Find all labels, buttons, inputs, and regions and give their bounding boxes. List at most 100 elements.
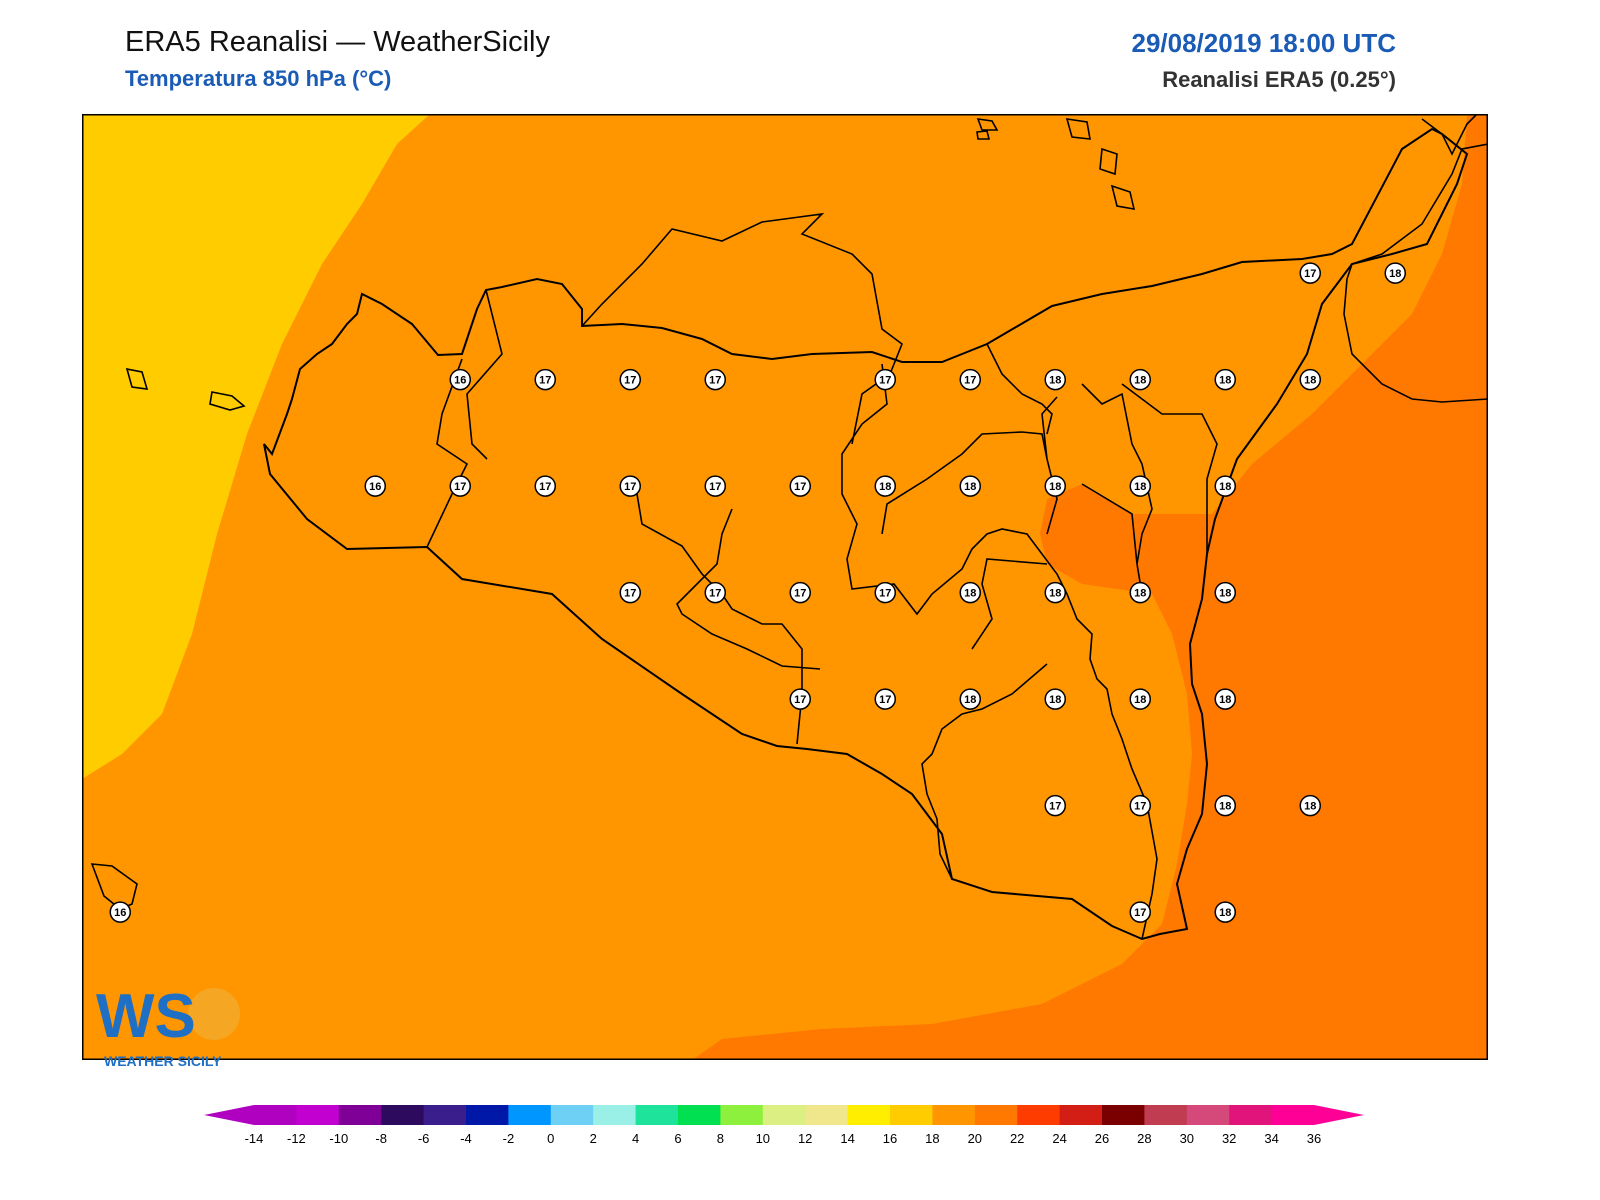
- svg-text:18: 18: [1304, 375, 1316, 387]
- svg-text:18: 18: [964, 694, 976, 706]
- svg-text:18: 18: [964, 588, 976, 600]
- colorbar-segment-0: [254, 1105, 297, 1125]
- temperature-value-14: 17: [534, 475, 556, 497]
- colorbar-tick-1: -12: [287, 1131, 306, 1145]
- svg-text:18: 18: [1389, 268, 1401, 280]
- colorbar-tick-10: 6: [674, 1131, 681, 1145]
- temperature-value-39: 18: [1214, 794, 1236, 817]
- temperature-value-16: 17: [704, 475, 726, 497]
- logo-text: WEATHER SICILY: [104, 1053, 222, 1069]
- colorbar-tick-14: 14: [840, 1131, 854, 1145]
- temperature-value-43: 16: [109, 901, 131, 923]
- colorbar-segment-21: [1144, 1105, 1188, 1125]
- temperature-value-3: 17: [704, 368, 726, 391]
- island-aeolian-5: [1110, 184, 1136, 210]
- island-aeolian-1: [976, 130, 991, 140]
- colorbar-segment-12: [762, 1105, 806, 1125]
- temperature-value-26: 17: [874, 581, 896, 604]
- colorbar-segment-5: [466, 1105, 509, 1125]
- colorbar-tick-0: -14: [245, 1131, 264, 1145]
- svg-text:17: 17: [624, 375, 636, 387]
- resolution-label: Reanalisi ERA5 (0.25°): [1162, 67, 1396, 92]
- temperature-value-35: 18: [1129, 688, 1151, 710]
- colorbar-tick-3: -8: [375, 1131, 387, 1145]
- temperature-value-38: 17: [1129, 794, 1151, 817]
- svg-text:17: 17: [794, 481, 806, 493]
- island-aeolian-4: [1099, 147, 1118, 176]
- temperature-value-19: 18: [959, 475, 981, 497]
- temperature-value-15: 17: [619, 475, 641, 497]
- warm-region-east: [692, 114, 1488, 1060]
- temperature-value-25: 17: [789, 581, 811, 604]
- svg-text:17: 17: [539, 481, 551, 493]
- svg-text:18: 18: [1219, 694, 1231, 706]
- svg-text:18: 18: [1219, 588, 1231, 600]
- colorbar-segment-1: [296, 1105, 340, 1125]
- temperature-value-40: 18: [1299, 794, 1321, 817]
- colorbar-segment-8: [593, 1105, 637, 1125]
- island-egadi-1: [125, 367, 149, 390]
- colorbar-segment-3: [381, 1105, 425, 1125]
- temperature-value-13: 17: [449, 475, 471, 497]
- temperature-value-4: 17: [874, 368, 896, 391]
- svg-text:17: 17: [709, 481, 721, 493]
- temperature-colorbar: -14 -12 -10 -8 -6 -4 -2 0 2 4 6 8 10 12 14 16 18 20 22 24 26…: [204, 1105, 1364, 1145]
- colorbar-segment-4: [423, 1105, 467, 1125]
- svg-text:17: 17: [624, 481, 636, 493]
- temperature-value-11: 18: [1384, 262, 1406, 284]
- colorbar-tick-24: 34: [1264, 1131, 1278, 1145]
- svg-text:16: 16: [454, 375, 466, 387]
- colorbar-segment-9: [635, 1105, 679, 1125]
- svg-text:17: 17: [1304, 268, 1316, 280]
- colorbar-tick-13: 12: [798, 1131, 812, 1145]
- svg-text:18: 18: [1134, 588, 1146, 600]
- temperature-value-29: 18: [1129, 581, 1151, 604]
- colorbar-tick-19: 24: [1052, 1131, 1066, 1145]
- map-frame: [82, 114, 1488, 1060]
- svg-text:17: 17: [879, 588, 891, 600]
- temperature-value-31: 17: [789, 688, 811, 710]
- colorbar-tick-22: 30: [1180, 1131, 1194, 1145]
- colorbar-tick-16: 18: [925, 1131, 939, 1145]
- map-title: ERA5 Reanalisi — WeatherSicily: [125, 26, 550, 58]
- svg-text:17: 17: [964, 375, 976, 387]
- colorbar-segment-15: [890, 1105, 933, 1125]
- colorbar-tick-6: -2: [503, 1131, 515, 1145]
- temperature-value-36: 18: [1214, 688, 1236, 710]
- svg-text:18: 18: [1049, 694, 1061, 706]
- temperature-value-18: 18: [874, 475, 896, 497]
- colorbar-tick-25: 36: [1307, 1131, 1321, 1145]
- temperature-value-23: 17: [619, 581, 641, 604]
- temperature-value-34: 18: [1044, 688, 1066, 710]
- temperature-value-33: 18: [959, 688, 981, 710]
- colorbar-extend-low: [204, 1105, 254, 1125]
- temperature-value-8: 18: [1214, 368, 1236, 391]
- colorbar-tick-4: -6: [418, 1131, 430, 1145]
- calabria-coast: [1343, 114, 1488, 403]
- temperature-labels: 16 17 17 17 17 17 18 18 18 18 17 18 16 17 17 17 17 17 18 18…: [109, 262, 1406, 923]
- colorbar-tick-17: 20: [968, 1131, 982, 1145]
- temperature-value-22: 18: [1214, 475, 1236, 497]
- svg-text:18: 18: [1304, 801, 1316, 813]
- temperature-value-30: 18: [1214, 581, 1236, 604]
- colorbar-tick-7: 0: [547, 1131, 554, 1145]
- temperature-value-21: 18: [1129, 475, 1151, 497]
- colorbar-segment-20: [1102, 1105, 1145, 1125]
- colorbar-segment-13: [805, 1105, 849, 1125]
- weather-sicily-logo: WS WEATHER SICILY: [96, 982, 240, 1069]
- colorbar-segment-16: [932, 1105, 976, 1125]
- variable-label: Temperatura 850 hPa (°C): [125, 66, 392, 91]
- svg-text:16: 16: [369, 481, 381, 493]
- temperature-value-41: 17: [1129, 901, 1151, 923]
- colorbar-tick-15: 16: [883, 1131, 897, 1145]
- svg-text:18: 18: [1049, 481, 1061, 493]
- colorbar-segment-10: [678, 1105, 721, 1125]
- temperature-value-42: 18: [1214, 901, 1236, 923]
- logo-monogram: WS: [96, 982, 196, 1051]
- colorbar-tick-18: 22: [1010, 1131, 1024, 1145]
- svg-text:18: 18: [1049, 375, 1061, 387]
- colorbar-segment-18: [1017, 1105, 1061, 1125]
- svg-text:18: 18: [1219, 801, 1231, 813]
- temperature-value-0: 16: [449, 368, 471, 391]
- temperature-value-1: 17: [534, 368, 556, 391]
